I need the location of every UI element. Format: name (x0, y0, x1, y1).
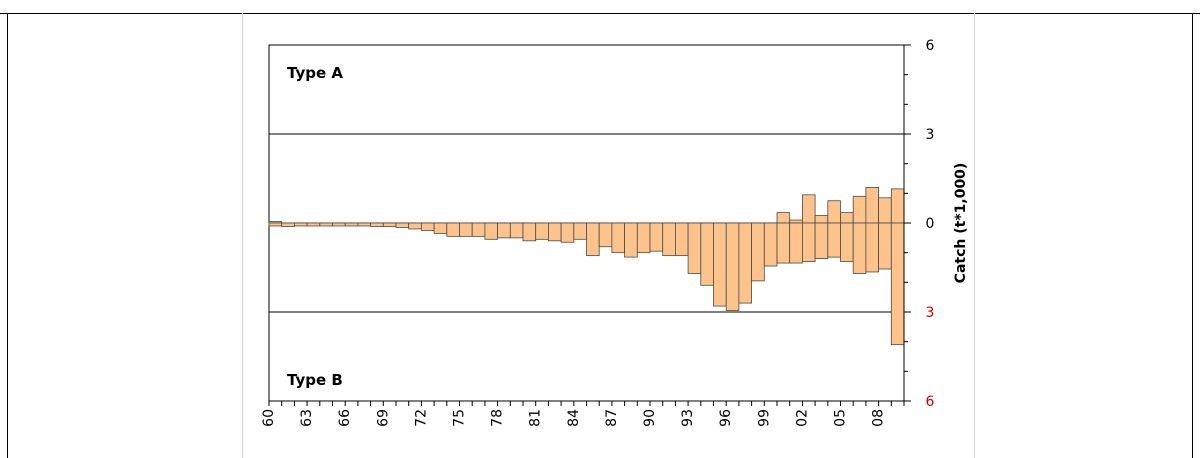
y-tick-label: 6 (926, 394, 935, 410)
bar-type-b (420, 222, 435, 231)
bar-type-b (878, 222, 892, 270)
x-tick-label: 60 (261, 409, 277, 427)
bar-type-b (294, 222, 308, 227)
x-tick-label: 87 (604, 409, 620, 427)
bar-type-b (306, 222, 321, 227)
bar-type-b (535, 222, 549, 240)
bar-type-b (446, 222, 460, 237)
bar-type-b (471, 222, 486, 237)
bar-type-b (827, 222, 841, 258)
bar-type-b (890, 222, 905, 346)
bar-type-b (814, 222, 829, 259)
bar-type-b (840, 222, 854, 262)
bar-type-b (662, 222, 676, 257)
bar-type-b (865, 222, 880, 273)
bar-type-b (713, 222, 727, 307)
x-tick-label: 75 (452, 409, 468, 427)
bar-type-b (497, 222, 511, 239)
bar-type-b (738, 222, 752, 304)
bar-type-b (624, 222, 638, 258)
bar-type-b (484, 222, 498, 240)
bar-type-b (700, 222, 714, 286)
y-tick-label: 0 (926, 216, 935, 232)
bar-type-a (814, 215, 829, 224)
bar-type-b (459, 222, 473, 237)
x-tick-label: 90 (642, 409, 658, 427)
y-axis-title: Catch (t*1,000) (953, 163, 969, 284)
x-tick-label: 72 (413, 409, 429, 427)
y-tick-label: 3 (926, 127, 935, 143)
bar-type-b (649, 222, 664, 252)
bar-type-b (687, 222, 702, 274)
x-tick-label: 84 (566, 409, 582, 427)
page-border-right (1192, 13, 1193, 458)
bar-type-b (344, 222, 359, 227)
x-tick-label: 05 (833, 409, 849, 427)
x-tick-label: 78 (490, 409, 506, 427)
bar-type-b (395, 222, 410, 228)
y-tick-label: 6 (926, 38, 935, 54)
bar-type-a (840, 212, 854, 224)
bar-type-b (573, 222, 587, 240)
bar-type-b (408, 222, 422, 230)
bar-type-b (852, 222, 867, 274)
bar-type-b (547, 222, 562, 242)
x-tick-label: 69 (375, 409, 391, 427)
chart-frame: 6 3 0 3 6 Catch (t*1,000) 60 63 66 69 72 75 78 81 84 87… (242, 13, 975, 458)
x-tick-label: 02 (794, 409, 810, 427)
type-b-label: Type B (287, 371, 343, 389)
bar-type-b (522, 222, 537, 242)
bar-type-b (268, 222, 283, 227)
bar-type-b (776, 222, 791, 264)
bar-type-b (598, 222, 613, 248)
bar-type-a (865, 186, 880, 224)
bar-type-b (586, 222, 600, 257)
bar-type-b (636, 222, 651, 254)
bar-type-b (789, 222, 803, 264)
bar-type-b (319, 222, 333, 227)
bar-type-b (763, 222, 778, 267)
bar-type-a (827, 200, 841, 224)
bar-type-b (370, 222, 384, 227)
x-tick-label: 99 (756, 409, 772, 427)
page-border-top (0, 13, 1200, 14)
bar-type-b (382, 222, 397, 227)
bar-type-a (789, 219, 803, 224)
bar-type-b (332, 222, 346, 227)
page-border-left (7, 13, 8, 458)
bar-type-a (878, 197, 892, 224)
x-tick-label: 08 (871, 409, 887, 427)
bar-type-b (611, 222, 625, 254)
bar-type-b (725, 222, 740, 311)
bar-type-b (674, 222, 689, 257)
bar-type-b (433, 222, 448, 234)
bar-type-b (509, 222, 524, 239)
x-tick-label: 66 (337, 409, 353, 427)
bar-type-a (802, 194, 816, 224)
x-tick-label: 63 (299, 409, 315, 427)
x-tick-label: 81 (528, 409, 544, 427)
bar-type-b (560, 222, 575, 243)
bar-type-b (357, 222, 372, 227)
bar-type-a (852, 195, 867, 224)
x-tick-label: 93 (680, 409, 696, 427)
bar-type-b (802, 222, 816, 262)
bar-type-b (281, 222, 295, 227)
bar-type-b (751, 222, 765, 282)
bar-type-a (776, 212, 791, 224)
y-tick-label: 3 (926, 305, 935, 321)
bar-type-a (890, 188, 905, 224)
x-tick-label: 96 (718, 409, 734, 427)
type-a-label: Type A (287, 64, 343, 82)
